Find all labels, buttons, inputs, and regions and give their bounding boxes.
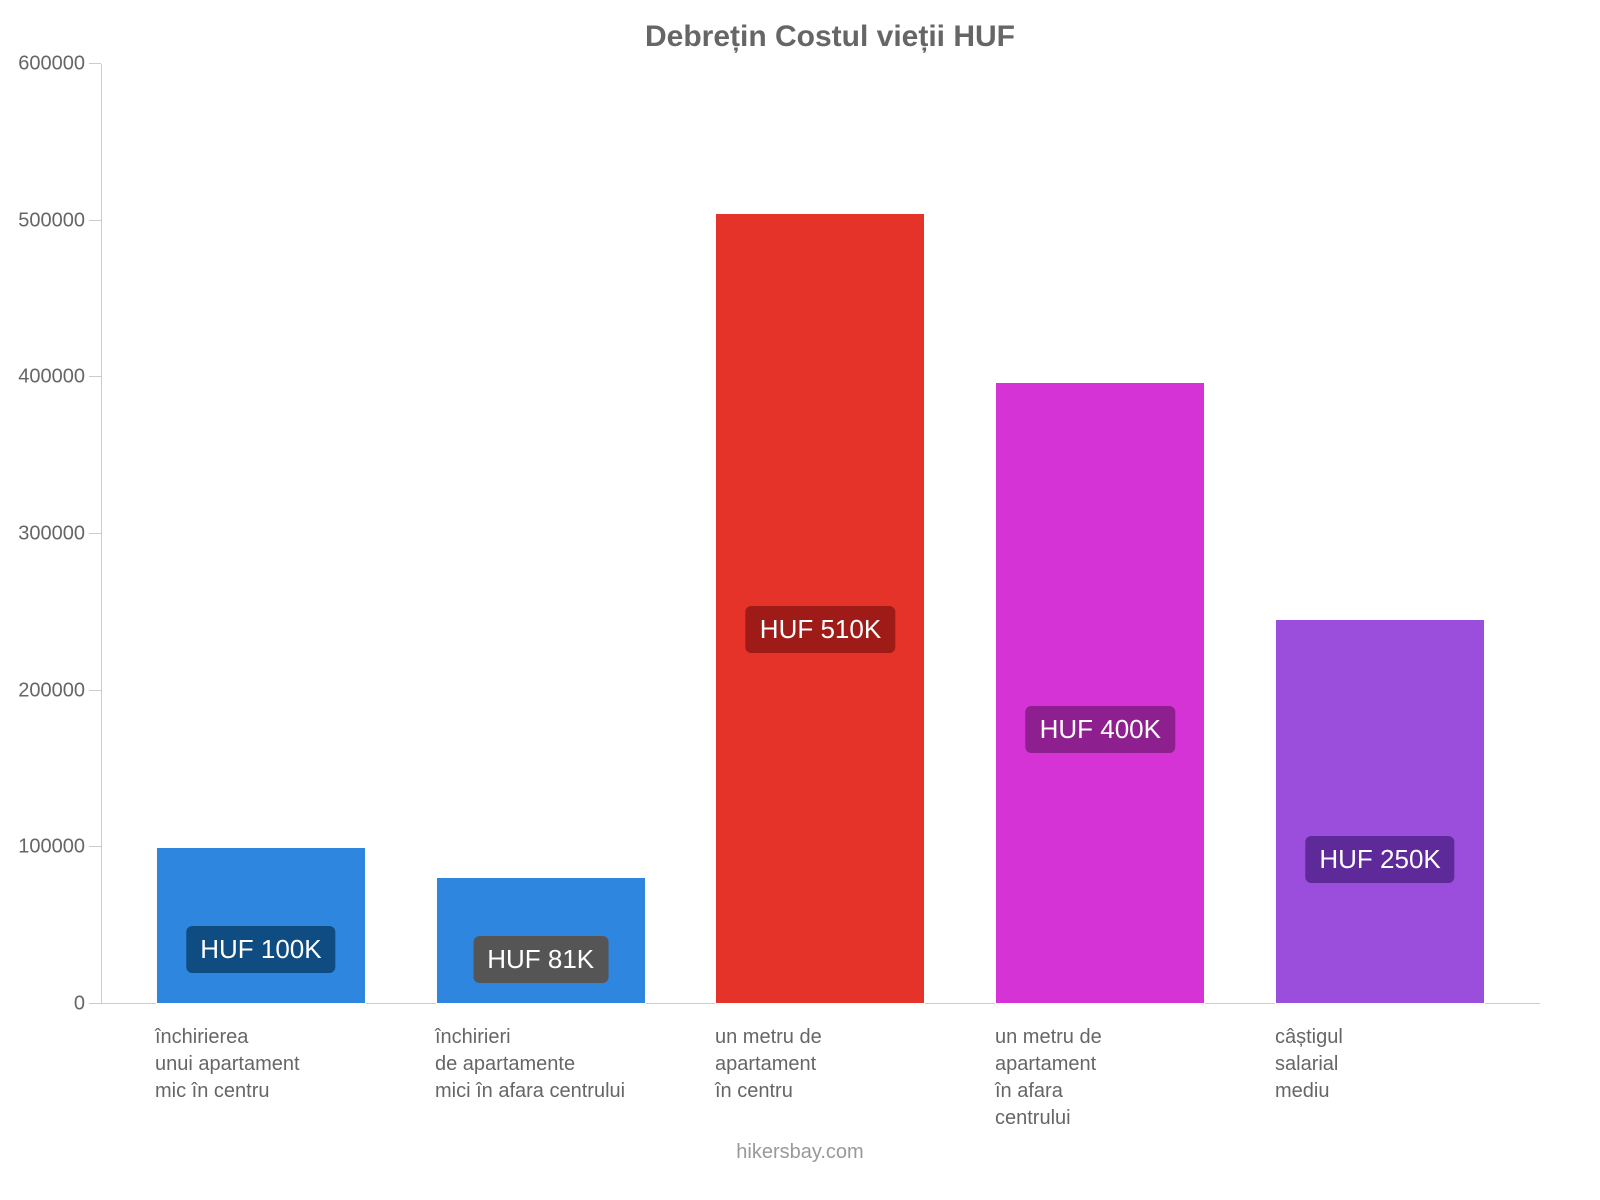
y-tick-label: 600000: [18, 53, 85, 76]
bar-value-label: HUF 100K: [186, 926, 335, 973]
y-tick: [89, 63, 101, 64]
x-category-label: închirieride apartamentemici în afara ce…: [435, 1024, 645, 1132]
y-tick-label: 0: [74, 993, 85, 1016]
chart-container: Debrețin Costul vieții HUF 0100000200000…: [0, 0, 1600, 1200]
y-tick: [89, 376, 101, 377]
bar: HUF 100K: [156, 847, 366, 1004]
bar: HUF 81K: [436, 877, 646, 1004]
bar-slot: HUF 510K: [715, 64, 925, 1004]
bar: HUF 510K: [715, 213, 925, 1004]
x-category-label: un metru de apartamentîn afaracentrului: [995, 1024, 1205, 1132]
y-tick-label: 500000: [18, 209, 85, 232]
x-category-label: un metru de apartamentîn centru: [715, 1024, 925, 1132]
attribution: hikersbay.com: [0, 1141, 1600, 1164]
bar: HUF 400K: [995, 382, 1205, 1004]
bar-slot: HUF 250K: [1275, 64, 1485, 1004]
bar-slot: HUF 81K: [436, 64, 646, 1004]
bar-slot: HUF 400K: [995, 64, 1205, 1004]
x-labels-row: închiriereaunui apartamentmic în centru î…: [100, 1004, 1540, 1132]
y-tick-label: 400000: [18, 366, 85, 389]
bars-row: HUF 100K HUF 81K HUF 510K HUF 400K HUF 250K: [101, 64, 1540, 1004]
bar-value-label: HUF 250K: [1305, 836, 1454, 883]
y-tick: [89, 533, 101, 534]
bar-value-label: HUF 81K: [473, 936, 608, 983]
x-category-label: închiriereaunui apartamentmic în centru: [155, 1024, 365, 1132]
x-category-label: câștigulsalarialmediu: [1275, 1024, 1485, 1132]
y-tick: [89, 1003, 101, 1004]
chart-title: Debrețin Costul vieții HUF: [100, 20, 1560, 54]
y-tick: [89, 846, 101, 847]
bar: HUF 250K: [1275, 619, 1485, 1004]
y-tick-label: 300000: [18, 523, 85, 546]
bar-value-label: HUF 510K: [746, 606, 895, 653]
y-tick: [89, 690, 101, 691]
bar-slot: HUF 100K: [156, 64, 366, 1004]
y-tick-label: 100000: [18, 836, 85, 859]
plot-area: 0100000200000300000400000500000600000 HU…: [100, 64, 1540, 1004]
bar-value-label: HUF 400K: [1026, 706, 1175, 753]
y-tick-label: 200000: [18, 679, 85, 702]
y-tick: [89, 220, 101, 221]
